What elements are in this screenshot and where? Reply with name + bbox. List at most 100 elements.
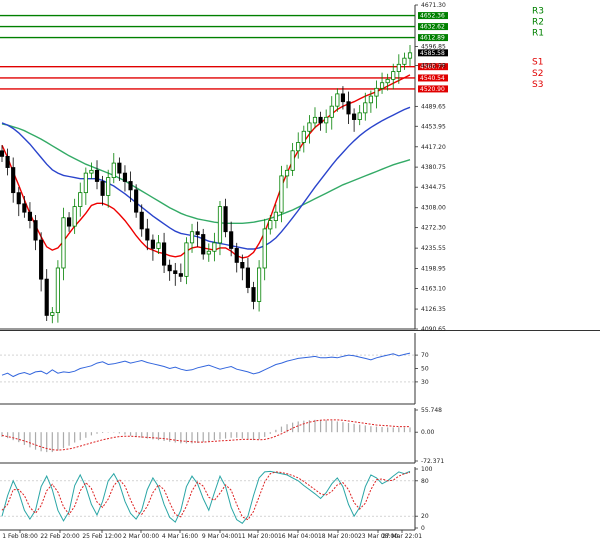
candle xyxy=(195,221,200,247)
candle xyxy=(139,204,144,237)
candle xyxy=(0,145,5,162)
candle xyxy=(245,257,250,294)
level-price-s2: 4540.54 xyxy=(420,75,445,82)
candle-body xyxy=(296,142,301,152)
candle-body xyxy=(368,95,373,104)
candle xyxy=(55,260,60,323)
price-tick-label: 4562.98 xyxy=(421,62,446,69)
level-price-box xyxy=(418,63,448,71)
candle-body xyxy=(290,150,295,171)
time-tick-label: 1 Feb 08:00 xyxy=(2,533,38,540)
rsi-line xyxy=(1,352,411,378)
candle-body xyxy=(78,192,83,208)
rsi-panel: 70 50 30 xyxy=(0,352,429,386)
candle-body xyxy=(139,211,144,230)
candle-body xyxy=(407,52,413,59)
candle xyxy=(5,148,10,176)
candlesticks xyxy=(0,45,413,324)
candle-body xyxy=(391,71,396,80)
candle xyxy=(223,198,228,238)
candle xyxy=(257,260,262,312)
macd-signal-line xyxy=(1,419,410,451)
candle-body xyxy=(352,113,357,120)
price-tick-label: 4344.75 xyxy=(421,184,446,191)
candle-body xyxy=(396,63,401,72)
time-tick-label: 25 Feb 12:00 xyxy=(82,533,122,540)
candle-body xyxy=(156,242,161,249)
candle xyxy=(217,201,223,256)
candle-body xyxy=(128,181,133,191)
price-tick-label: 4453.95 xyxy=(421,123,446,130)
candle xyxy=(83,167,88,205)
level-name-s2: S2 xyxy=(532,69,543,79)
candle xyxy=(251,281,256,310)
candle xyxy=(162,232,167,274)
candle xyxy=(329,96,334,130)
candle xyxy=(39,232,44,292)
candle-body xyxy=(279,175,284,213)
candle-body xyxy=(83,172,88,194)
time-tick-label: 23 Mar 08:00 xyxy=(358,533,398,540)
candle xyxy=(212,232,217,262)
candle-body xyxy=(189,231,195,244)
last-price-box xyxy=(418,49,448,57)
candle-body xyxy=(335,93,340,107)
candle-body xyxy=(379,82,385,89)
time-tick-label: 2 Mar 00:00 xyxy=(123,533,159,540)
level-name-r2: R2 xyxy=(532,18,544,28)
candle xyxy=(385,73,390,91)
time-tick-label: 18 Mar 20:00 xyxy=(318,533,358,540)
candle-body xyxy=(385,78,390,84)
candle-body xyxy=(39,239,44,280)
candle-body xyxy=(16,192,21,205)
candle-body xyxy=(240,262,245,269)
candle-body xyxy=(117,162,122,174)
candle-body xyxy=(284,169,290,177)
time-tick-label: 11 Mar 20:00 xyxy=(238,533,278,540)
macd-tick-label: -72.371 xyxy=(421,458,444,465)
price-tick-label: 4272.30 xyxy=(421,225,446,232)
macd-tick-label: 0.00 xyxy=(421,429,435,436)
candle-body xyxy=(402,57,407,65)
candle xyxy=(66,212,72,232)
ma-blue-line xyxy=(1,106,411,250)
candle-body xyxy=(106,177,111,196)
level-price-s3: 4520.90 xyxy=(420,86,445,93)
candle-body xyxy=(145,228,150,241)
candle-body xyxy=(318,116,323,124)
price-axis: 4671.30 4596.85 4562.98 4489.65 4453.95 4417.… xyxy=(415,2,446,333)
candle xyxy=(301,125,306,153)
level-name-r3: R3 xyxy=(532,7,544,17)
candle-body xyxy=(195,231,200,235)
candle xyxy=(357,105,362,126)
candle-body xyxy=(173,270,178,274)
level-price-r2: 4632.62 xyxy=(420,24,445,31)
candle xyxy=(150,234,155,261)
candle xyxy=(340,86,346,110)
candle xyxy=(335,88,340,112)
price-tick-label: 4126.35 xyxy=(421,306,446,313)
candle xyxy=(78,182,83,217)
candle-body xyxy=(111,162,116,178)
price-tick-label: 4596.85 xyxy=(421,44,446,51)
candle-body xyxy=(100,181,105,196)
panel-frames xyxy=(0,5,600,531)
candle-body xyxy=(33,220,38,241)
candle xyxy=(268,214,273,235)
ma-red-line xyxy=(1,74,411,259)
candle xyxy=(122,165,128,192)
candle-body xyxy=(122,172,128,182)
candle-body xyxy=(212,242,217,252)
candle-body xyxy=(134,189,139,213)
macd-panel: 55.748 0.00 -72.371 xyxy=(1,407,444,465)
candle xyxy=(290,142,295,176)
price-tick-label: 4671.30 xyxy=(421,2,446,9)
candle-body xyxy=(374,87,379,97)
candle-body xyxy=(22,203,27,213)
candle xyxy=(352,108,357,132)
candle-body xyxy=(72,206,77,227)
price-tick-label: 4417.20 xyxy=(421,144,446,151)
stoch-tick-label: 0 xyxy=(421,525,425,532)
candle xyxy=(61,207,66,281)
